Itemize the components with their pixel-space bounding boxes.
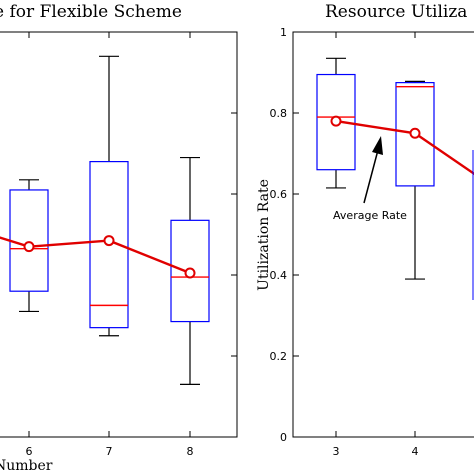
left-x-ticks: 6 7 8 <box>26 32 194 458</box>
right-y-tick-label: 0.4 <box>270 269 288 282</box>
right-y-axis-label: Utilization Rate <box>256 179 272 291</box>
right-y-ticks: 0 0.2 0.4 0.6 0.8 1 <box>270 26 299 444</box>
left-x-tick-label: 6 <box>26 445 33 458</box>
left-chart-title: e for Flexible Scheme <box>0 2 182 22</box>
right-y-tick-label: 0.2 <box>270 350 288 363</box>
right-mean-series <box>330 115 474 176</box>
right-y-tick-label: 0.8 <box>270 107 288 120</box>
right-mean-point <box>330 115 342 127</box>
left-y-ticks <box>231 112 237 357</box>
right-plot-frame <box>292 31 474 438</box>
right-x-tick-label: 4 <box>412 445 419 458</box>
annotation-arrow-line <box>363 149 379 204</box>
right-boxes <box>316 57 435 280</box>
right-chart-title: Resource Utiliza <box>325 2 467 22</box>
annotation-arrowhead <box>372 136 383 155</box>
left-plot-frame <box>0 31 238 438</box>
left-box <box>170 219 210 323</box>
left-mean-line <box>0 236 191 275</box>
right-y-tick-label: 1 <box>280 26 287 39</box>
left-boxes <box>9 55 210 385</box>
left-x-tick-label: 7 <box>106 445 113 458</box>
right-y-tick-label: 0.6 <box>270 188 288 201</box>
left-mean-point <box>184 267 196 279</box>
left-chart: e for Flexible Scheme 6 7 8 Number <box>0 2 238 474</box>
left-mean-point <box>103 235 115 247</box>
right-y-tick-label: 0 <box>280 431 287 444</box>
left-x-tick-label: 8 <box>187 445 194 458</box>
right-x-tick-label: 3 <box>333 445 340 458</box>
right-mean-point <box>409 127 421 139</box>
left-mean-series <box>0 235 196 279</box>
left-x-axis-label: Number <box>0 458 53 474</box>
left-mean-point <box>23 241 35 253</box>
left-box <box>9 189 49 292</box>
annotation-label: Average Rate <box>333 209 407 222</box>
